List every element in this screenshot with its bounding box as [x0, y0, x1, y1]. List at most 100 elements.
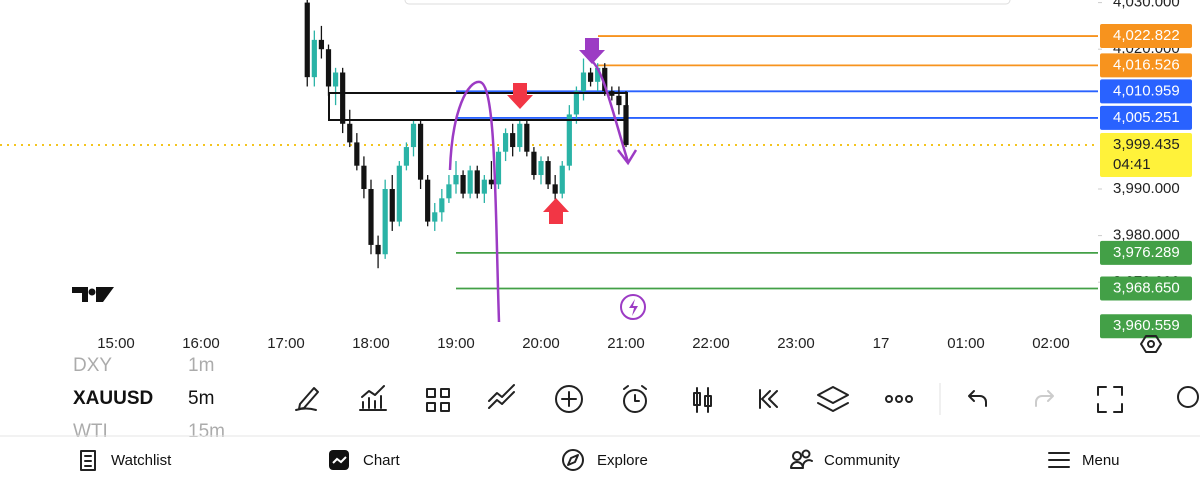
- candle-body: [517, 123, 523, 148]
- candle-body: [382, 189, 388, 255]
- time-tick-label: 21:00: [607, 335, 645, 352]
- compass: [567, 454, 579, 466]
- more-dot: [895, 395, 903, 403]
- candle-body: [347, 123, 353, 143]
- nav-item[interactable]: Community: [824, 452, 900, 469]
- replay-icon[interactable]: [759, 389, 778, 409]
- price-tag: [1100, 105, 1192, 130]
- candle-body: [559, 165, 565, 194]
- candle-body: [332, 72, 339, 87]
- price-tag-label: 4,022.822: [1113, 27, 1180, 44]
- price-tag: [1100, 276, 1192, 301]
- clock-hands: [623, 385, 647, 402]
- interval: 5m: [188, 388, 214, 409]
- zone-box: [328, 92, 628, 121]
- time-tick-label: 17: [873, 335, 890, 352]
- head: [792, 451, 802, 461]
- more-icon[interactable]: [885, 395, 893, 403]
- candle-body: [488, 179, 495, 185]
- price-tag: [1100, 24, 1192, 49]
- more-dot: [905, 395, 913, 403]
- explore-icon: [562, 449, 584, 471]
- undo-icon[interactable]: [968, 390, 987, 407]
- lines: [0, 35, 1098, 290]
- symbol: XAUUSD: [73, 388, 153, 409]
- candle-body: [396, 165, 402, 222]
- candle-body: [552, 184, 558, 194]
- alert-clock-icon[interactable]: [623, 389, 647, 413]
- candle-body: [510, 133, 516, 148]
- plot: [0, 0, 1098, 323]
- templates-icon[interactable]: [426, 388, 450, 412]
- settings-dot: [1147, 340, 1155, 348]
- price-tag-label: 3,968.650: [1113, 279, 1180, 296]
- candle-body: [439, 198, 445, 213]
- candle-body: [481, 179, 487, 194]
- indicators-icon[interactable]: [359, 385, 387, 411]
- watchlist-icon: [80, 450, 96, 471]
- candle-body: [368, 189, 374, 245]
- price-tag-label: 4,016.526: [1113, 56, 1180, 73]
- nav-item[interactable]: Chart: [363, 452, 401, 469]
- alert-icon[interactable]: [620, 294, 646, 320]
- candle-body: [587, 72, 594, 82]
- compare-icon[interactable]: [488, 384, 515, 409]
- candle-body: [361, 165, 367, 189]
- countdown: 04:41: [1113, 156, 1151, 173]
- candle-body: [446, 184, 452, 199]
- symbol: DXY: [73, 355, 112, 376]
- community-icon: [790, 459, 813, 469]
- price-tag: [1100, 79, 1192, 104]
- candle-body: [474, 170, 480, 194]
- price-tick-label: 3,990.000: [1113, 180, 1180, 197]
- ideas-icon[interactable]: [1177, 386, 1199, 408]
- candle-body: [311, 39, 317, 78]
- interval: 1m: [188, 355, 214, 376]
- settings-icon[interactable]: [1140, 335, 1162, 353]
- drawing-arrow: [589, 58, 638, 166]
- candle-body: [325, 49, 332, 87]
- symbol: WTI: [73, 421, 108, 442]
- draw-icon[interactable]: [295, 387, 319, 411]
- arrow-down: [507, 83, 533, 109]
- price-tick-label: 4,030.000: [1113, 0, 1180, 11]
- popup: [404, 0, 1011, 5]
- arrow-up: [543, 198, 569, 224]
- fullscreen-icon[interactable]: [1097, 386, 1123, 413]
- candle-body: [545, 161, 551, 185]
- candle-body: [602, 67, 608, 92]
- candle-body: [354, 142, 360, 166]
- time-tick-label: 15:00: [97, 335, 135, 352]
- add-icon[interactable]: [555, 385, 583, 413]
- price-tag-label: 3,976.289: [1113, 244, 1180, 261]
- candle-body: [318, 39, 325, 50]
- candle-body: [595, 67, 601, 82]
- price-tick-label: 3,980.000: [1113, 227, 1180, 244]
- time-tick-label: 20:00: [522, 335, 560, 352]
- candle-body: [580, 72, 587, 92]
- drawing-curve: [448, 80, 501, 323]
- price-tag-label: 3,999.435: [1113, 136, 1180, 153]
- time-tick-label: 23:00: [777, 335, 815, 352]
- redo-icon[interactable]: [1035, 390, 1054, 407]
- bottom-nav: Watchlist Chart Explore Community Menu: [80, 449, 1120, 471]
- logo-dot: [88, 288, 96, 296]
- candle-body: [502, 133, 509, 152]
- nav-item[interactable]: Explore: [597, 452, 648, 469]
- time-tick-label: 18:00: [352, 335, 390, 352]
- candle-body: [524, 123, 530, 152]
- price-tag-label: 3,960.559: [1113, 317, 1180, 334]
- time-tick-label: 02:00: [1032, 335, 1070, 352]
- bars-icon[interactable]: [693, 387, 712, 413]
- nav-item[interactable]: Menu: [1082, 452, 1120, 469]
- price-tag: [1100, 240, 1192, 265]
- time-axis: 15:00 16:00 17:00 18:00 19:00 20:00 21:00 22:00…: [97, 335, 1070, 352]
- time-tick-label: 22:00: [692, 335, 730, 352]
- symbol-switcher[interactable]: DXY 1m XAUUSD 5m WTI 15m: [73, 355, 225, 442]
- price-tag-label: 4,010.959: [1113, 82, 1180, 99]
- nav-item[interactable]: Watchlist: [111, 452, 172, 469]
- candle-body: [417, 123, 424, 180]
- layers-icon[interactable]: [817, 386, 849, 412]
- chart-icon-line: [332, 456, 347, 464]
- candles: [304, 0, 629, 269]
